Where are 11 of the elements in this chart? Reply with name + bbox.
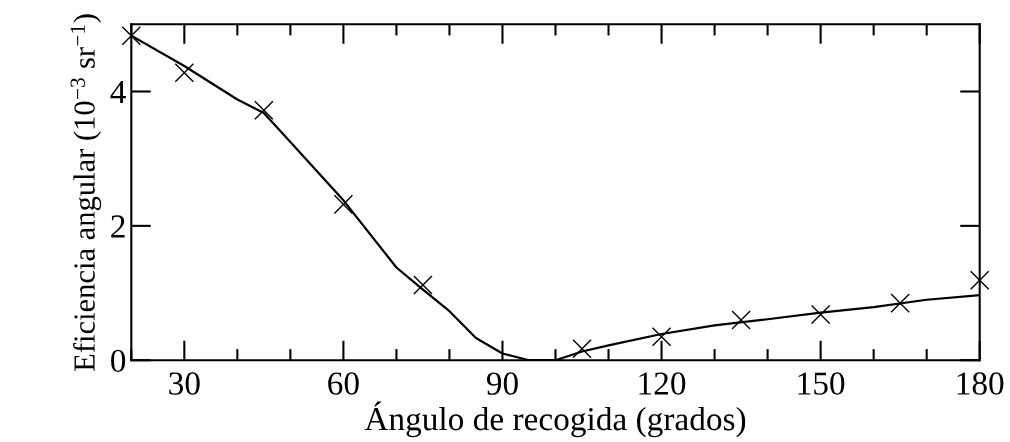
x-tick-label: 150 <box>798 372 845 395</box>
x-tick-label: 60 <box>328 372 359 395</box>
y-axis-title: Eficiencia angular (10$^{−3}$ sr$^{−1}$) <box>70 14 102 371</box>
x-tick-label: 120 <box>639 372 686 395</box>
x-axis-title: Ángulo de recogida (grados) <box>364 401 746 438</box>
x-tick-label: 90 <box>486 372 518 395</box>
x-tick-label: 180 <box>957 372 1004 395</box>
y-tick-label: 2 <box>111 215 125 238</box>
x-tick-label: 30 <box>169 372 200 395</box>
y-tick-label: 0 <box>111 349 126 373</box>
y-tick-label: 4 <box>110 81 126 104</box>
